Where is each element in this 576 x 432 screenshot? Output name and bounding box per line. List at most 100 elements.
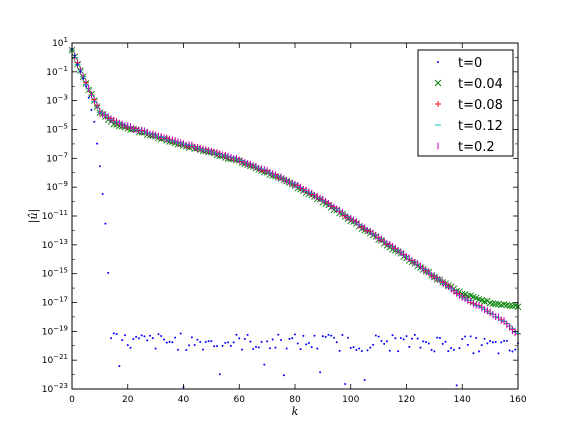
data-point — [268, 347, 271, 350]
data-point — [388, 349, 391, 352]
data-point — [461, 337, 464, 340]
data-point — [472, 352, 475, 355]
data-point — [154, 347, 157, 350]
data-point — [491, 341, 494, 344]
data-point — [380, 340, 383, 343]
data-point — [199, 341, 202, 344]
data-point — [509, 302, 516, 310]
data-point — [185, 348, 188, 351]
data-point — [76, 63, 79, 66]
data-point — [249, 340, 252, 343]
y-tick-label: 10−7 — [46, 151, 68, 164]
data-point — [165, 341, 168, 344]
data-point — [500, 341, 503, 344]
data-point — [492, 300, 500, 308]
data-point — [232, 341, 235, 344]
data-point — [115, 333, 118, 336]
data-point — [399, 337, 402, 340]
x-tick-label: 100 — [342, 395, 359, 405]
data-point — [483, 337, 486, 340]
data-point — [176, 348, 179, 351]
data-point — [188, 344, 191, 347]
data-point — [307, 342, 310, 345]
data-point — [149, 334, 152, 337]
data-point — [497, 352, 500, 355]
data-point — [411, 337, 414, 340]
data-point — [93, 120, 96, 123]
y-tick-label: 10−21 — [42, 353, 68, 366]
y-tick-label: 10−5 — [46, 123, 68, 136]
data-point — [291, 337, 294, 340]
data-point — [333, 336, 336, 339]
data-point — [458, 347, 461, 350]
data-point — [202, 348, 205, 351]
data-point — [104, 222, 107, 225]
data-point — [316, 347, 319, 350]
data-point — [190, 336, 193, 339]
data-point — [162, 338, 165, 341]
data-point — [160, 335, 163, 338]
data-point — [455, 384, 458, 387]
y-tick-label: 10−3 — [46, 94, 68, 107]
data-point — [433, 350, 436, 353]
data-point — [126, 344, 129, 347]
data-point — [366, 349, 369, 352]
data-point — [143, 335, 146, 338]
data-point — [475, 336, 478, 339]
y-tick-label: 10−13 — [42, 238, 68, 251]
data-point — [121, 339, 124, 342]
data-point — [430, 349, 433, 352]
data-point — [305, 343, 308, 346]
data-point — [452, 348, 455, 351]
data-point — [129, 346, 132, 349]
data-point — [466, 343, 469, 346]
legend: t=0 t=0.04 t=0.08 t=0.12 t=0.2 — [417, 49, 514, 157]
data-point — [374, 334, 377, 337]
data-point — [508, 349, 511, 352]
y-axis-label: |û| — [27, 209, 41, 224]
data-point — [310, 346, 313, 349]
x-tick-label: 80 — [289, 395, 301, 405]
data-point — [299, 348, 302, 351]
data-point — [416, 337, 419, 340]
data-point — [282, 374, 285, 377]
data-point — [469, 335, 472, 338]
data-point — [338, 349, 341, 352]
data-point — [413, 333, 416, 336]
y-tick-label: 10−19 — [42, 324, 68, 337]
data-point — [207, 340, 210, 343]
data-point — [494, 340, 497, 343]
legend-label: t=0.04 — [458, 77, 503, 92]
y-tick-label: 101 — [52, 36, 68, 49]
data-point — [489, 340, 492, 343]
data-point — [168, 340, 171, 343]
legend-box — [417, 49, 514, 157]
data-point — [383, 342, 386, 345]
data-point — [346, 336, 349, 339]
data-point — [349, 346, 352, 349]
data-point — [419, 346, 422, 349]
data-point — [227, 341, 230, 344]
data-point — [274, 346, 277, 349]
x-tick-label: 40 — [178, 395, 190, 405]
data-point — [497, 301, 505, 309]
data-point — [123, 334, 126, 337]
data-point — [238, 337, 241, 340]
data-point — [137, 337, 140, 340]
data-point — [377, 335, 380, 338]
data-point — [210, 340, 213, 343]
data-point — [369, 346, 372, 349]
data-point — [358, 347, 361, 350]
chart-marks — [68, 46, 522, 388]
data-point — [438, 336, 441, 339]
data-point — [391, 334, 394, 337]
data-point — [252, 347, 255, 350]
data-point — [101, 192, 104, 195]
data-point — [355, 348, 358, 351]
data-point — [486, 342, 489, 345]
series-t=0 — [71, 47, 519, 388]
data-point — [221, 344, 224, 347]
legend-label: t=0 — [458, 56, 482, 71]
data-point — [319, 371, 322, 374]
data-point — [84, 85, 87, 88]
